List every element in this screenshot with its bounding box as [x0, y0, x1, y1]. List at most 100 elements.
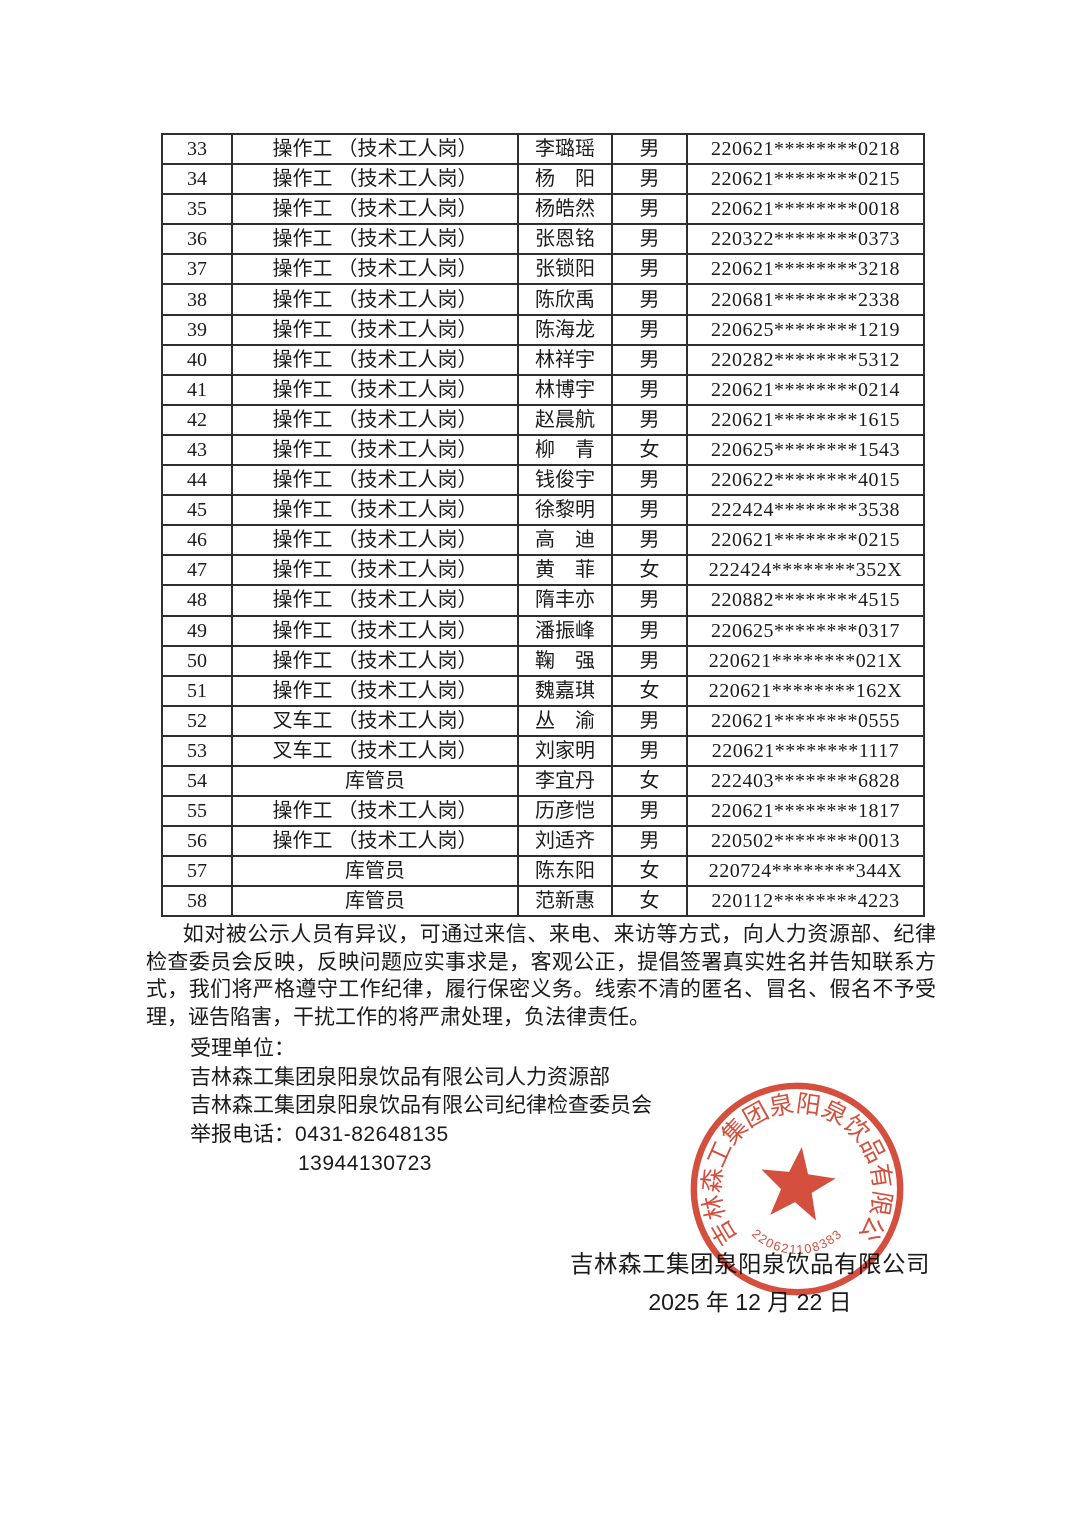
row-number-cell: 41 — [161, 373, 233, 406]
acceptance-org-hr: 吉林森工集团泉阳泉饮品有限公司人力资源部 — [190, 1064, 610, 1089]
table-row: 35 操作工 （技术工人岗） 杨皓然男 220621********0018 — [161, 193, 925, 226]
position-cell: 操作工 （技术工人岗） — [231, 223, 519, 256]
position-cell: 操作工 （技术工人岗） — [231, 554, 519, 587]
position-cell: 操作工 （技术工人岗） — [231, 494, 519, 527]
id-number-cell: 220621********0218 — [686, 132, 925, 166]
table-row: 52 叉车工 （技术工人岗）丛 渝男 220621********0555 — [161, 704, 925, 737]
row-number-cell: 40 — [161, 343, 233, 376]
company-seal-graphic: 吉林森工集团泉阳泉饮品有限公司 220621108383 — [684, 1076, 904, 1296]
name-cell: 杨 阳 — [517, 163, 613, 196]
table-row: 44 操作工 （技术工人岗） 钱俊宇男 220622********4015 — [161, 464, 925, 497]
row-number-cell: 45 — [161, 494, 233, 527]
name-cell: 林博宇 — [517, 373, 613, 406]
gender-cell: 男 — [611, 644, 688, 677]
row-number-cell: 43 — [161, 433, 233, 467]
row-number-cell: 38 — [161, 283, 233, 316]
hotline-mobile: 13944130723 — [298, 1152, 432, 1175]
seal-ring-text: 吉林森工集团泉阳泉饮品有限公司 — [684, 1076, 896, 1250]
position-cell: 操作工 （技术工人岗） — [231, 614, 519, 647]
gender-cell: 男 — [611, 313, 688, 346]
position-cell: 叉车工 （技术工人岗） — [231, 704, 519, 737]
name-cell: 魏嘉琪 — [517, 674, 613, 707]
row-number-cell: 47 — [161, 554, 233, 587]
name-cell: 刘适齐 — [517, 825, 613, 858]
id-number-cell: 220322********0373 — [686, 223, 925, 256]
gender-cell: 女 — [611, 554, 688, 587]
row-number-cell: 49 — [161, 614, 233, 647]
name-cell: 黄 菲 — [517, 554, 613, 587]
position-cell: 操作工 （技术工人岗） — [231, 433, 519, 467]
hotline-phone: 0431-82648135 — [295, 1122, 449, 1146]
name-cell: 陈海龙 — [517, 313, 613, 346]
row-number-cell: 34 — [161, 163, 233, 196]
table-row: 47 操作工 （技术工人岗）黄 菲女 222424********352X — [161, 554, 925, 587]
row-number-cell: 57 — [161, 855, 233, 888]
name-cell: 林祥宇 — [517, 343, 613, 376]
row-number-cell: 42 — [161, 403, 233, 436]
table-row: 51 操作工 （技术工人岗） 魏嘉琪女 220621********162X — [161, 674, 925, 707]
position-cell: 操作工 （技术工人岗） — [231, 313, 519, 346]
gender-cell: 男 — [611, 343, 688, 376]
gender-cell: 男 — [611, 223, 688, 256]
id-number-cell: 222424********3538 — [686, 494, 925, 527]
gender-cell: 男 — [611, 825, 688, 858]
name-cell: 隋丰亦 — [517, 584, 613, 617]
position-cell: 库管员 — [231, 855, 519, 888]
row-number-cell: 50 — [161, 644, 233, 677]
row-number-cell: 46 — [161, 524, 233, 557]
hotline-line: 举报电话：0431-82648135 — [146, 1120, 846, 1150]
table-row: 41 操作工 （技术工人岗） 林博宇男 220621********0214 — [161, 373, 925, 406]
gender-cell: 男 — [611, 524, 688, 557]
gender-cell: 男 — [611, 734, 688, 767]
gender-cell: 男 — [611, 193, 688, 226]
id-number-cell: 220681********2338 — [686, 283, 925, 316]
gender-cell: 男 — [611, 464, 688, 497]
position-cell: 操作工 （技术工人岗） — [231, 343, 519, 376]
table-row: 58 库管员 范新惠女 220112********4223 — [161, 885, 925, 918]
id-number-cell: 220621********1117 — [686, 734, 925, 767]
name-cell: 赵晨航 — [517, 403, 613, 436]
table-row: 45 操作工 （技术工人岗） 徐黎明男 222424********3538 — [161, 494, 925, 527]
name-cell: 张恩铭 — [517, 223, 613, 256]
table-row: 36 操作工 （技术工人岗） 张恩铭男 220322********0373 — [161, 223, 925, 256]
id-number-cell: 222424********352X — [686, 554, 925, 587]
gender-cell: 男 — [611, 494, 688, 527]
gender-cell: 男 — [611, 614, 688, 647]
position-cell: 操作工 （技术工人岗） — [231, 373, 519, 406]
name-cell: 柳 青 — [517, 433, 613, 467]
table-row: 50 操作工 （技术工人岗）鞠 强男 220621********021X — [161, 644, 925, 677]
gender-cell: 男 — [611, 163, 688, 196]
position-cell: 操作工 （技术工人岗） — [231, 674, 519, 707]
id-number-cell: 220625********1543 — [686, 433, 925, 467]
gender-cell: 男 — [611, 584, 688, 617]
roster-table: 33 操作工 （技术工人岗） 李璐瑶男 220621********0218 34 操作工… — [161, 132, 925, 918]
id-number-cell: 220621********0214 — [686, 373, 925, 406]
seal-serial-container: 220621108383 — [749, 1226, 845, 1257]
table-row: 37 操作工 （技术工人岗） 张锁阳男 220621********3218 — [161, 253, 925, 286]
position-cell: 库管员 — [231, 885, 519, 918]
gender-cell: 男 — [611, 132, 688, 166]
seal-serial-number: 220621108383 — [749, 1226, 844, 1257]
row-number-cell: 44 — [161, 464, 233, 497]
table-row: 42 操作工 （技术工人岗） 赵晨航男 220621********1615 — [161, 403, 925, 436]
row-number-cell: 53 — [161, 734, 233, 767]
row-number-cell: 51 — [161, 674, 233, 707]
gender-cell: 男 — [611, 403, 688, 436]
gender-cell: 女 — [611, 433, 688, 467]
id-number-cell: 220622********4015 — [686, 464, 925, 497]
name-cell: 李璐瑶 — [517, 132, 613, 166]
row-number-cell: 52 — [161, 704, 233, 737]
gender-cell: 女 — [611, 885, 688, 918]
id-number-cell: 220112********4223 — [686, 885, 925, 918]
id-number-cell: 220282********5312 — [686, 343, 925, 376]
row-number-cell: 48 — [161, 584, 233, 617]
table-row: 48 操作工 （技术工人岗） 隋丰亦男 220882********4515 — [161, 584, 925, 617]
row-number-cell: 39 — [161, 313, 233, 346]
name-cell: 李宜丹 — [517, 764, 613, 798]
position-cell: 操作工 （技术工人岗） — [231, 132, 519, 166]
acceptance-org-discipline: 吉林森工集团泉阳泉饮品有限公司纪律检查委员会 — [190, 1093, 652, 1117]
id-number-cell: 220621********0215 — [686, 524, 925, 557]
name-cell: 钱俊宇 — [517, 464, 613, 497]
row-number-cell: 35 — [161, 193, 233, 226]
